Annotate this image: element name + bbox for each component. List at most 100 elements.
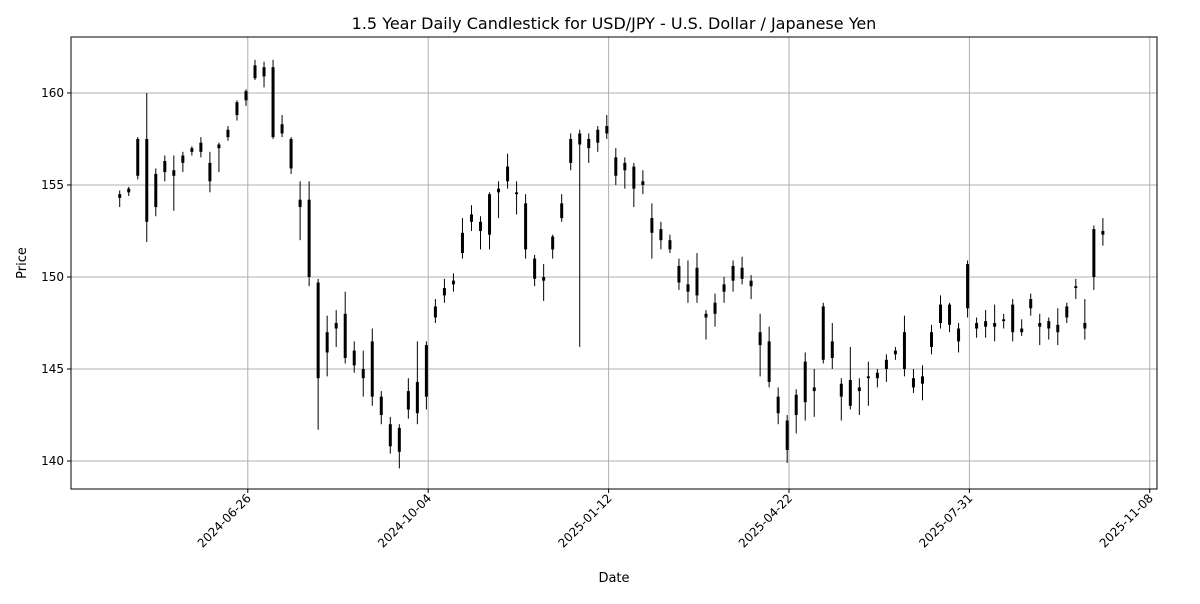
candle-body xyxy=(506,166,510,182)
candle-body xyxy=(1047,321,1051,329)
y-tick-label: 155 xyxy=(41,178,64,192)
candle-body xyxy=(325,332,329,353)
candle xyxy=(497,181,501,219)
candle xyxy=(271,59,275,139)
y-tick-label: 140 xyxy=(41,454,64,468)
candle-body xyxy=(316,282,320,379)
candle-body xyxy=(659,229,663,241)
candle xyxy=(812,369,816,417)
candle xyxy=(920,365,924,401)
candle-body xyxy=(794,394,798,416)
candle xyxy=(262,61,266,88)
candle-body xyxy=(569,138,573,163)
candle-body xyxy=(975,322,979,329)
candle xyxy=(533,254,537,287)
candle xyxy=(740,256,744,285)
candle xyxy=(794,389,798,434)
candle xyxy=(966,260,970,318)
candle xyxy=(1065,302,1069,323)
candle xyxy=(172,155,176,211)
candle-body xyxy=(542,276,546,281)
candle xyxy=(397,424,401,469)
candle-body xyxy=(1092,229,1096,277)
candle-body xyxy=(587,138,591,149)
candle xyxy=(1083,299,1087,340)
candle xyxy=(460,218,464,259)
candle xyxy=(1020,319,1024,336)
candle-body xyxy=(677,265,681,283)
candle xyxy=(848,346,852,410)
candle-body xyxy=(596,129,600,143)
candle-body xyxy=(307,199,311,277)
candle-body xyxy=(821,306,825,360)
candle-body xyxy=(397,427,401,452)
candle-body xyxy=(1029,299,1033,309)
candle xyxy=(361,350,365,397)
candle-body xyxy=(361,369,365,379)
candle xyxy=(551,234,555,259)
candle-body xyxy=(830,341,834,358)
candle xyxy=(984,310,988,338)
candle xyxy=(433,299,437,323)
y-tick-label: 145 xyxy=(41,362,64,376)
candle xyxy=(415,341,419,425)
candle xyxy=(857,378,861,416)
candle-body xyxy=(1083,322,1087,329)
candle-body xyxy=(1074,286,1078,289)
candle xyxy=(686,260,690,303)
candle xyxy=(506,153,510,189)
candle xyxy=(605,115,609,139)
candle xyxy=(253,59,257,81)
candle-body xyxy=(406,391,410,410)
candle-body xyxy=(930,332,934,347)
candle xyxy=(695,253,699,303)
candle-body xyxy=(614,157,618,176)
candle xyxy=(451,273,455,292)
candle xyxy=(127,186,131,197)
candle xyxy=(560,194,564,222)
candle xyxy=(785,415,789,463)
candle-body xyxy=(244,91,248,101)
candle xyxy=(578,129,582,347)
candle-body xyxy=(497,188,501,193)
candle-body xyxy=(632,166,636,189)
candle-body xyxy=(469,214,473,222)
candle-body xyxy=(488,194,492,235)
candle xyxy=(524,194,528,259)
candle-body xyxy=(884,359,888,370)
candle-body xyxy=(379,396,383,416)
candle-body xyxy=(722,284,726,292)
candle xyxy=(1056,308,1060,346)
candle xyxy=(957,322,961,353)
candle xyxy=(542,264,546,301)
candle-body xyxy=(704,313,708,318)
candle-body xyxy=(460,232,464,254)
candle-body xyxy=(298,199,302,208)
candle xyxy=(713,293,717,327)
candle-body xyxy=(939,304,943,323)
candle-body xyxy=(749,280,753,287)
candle-body xyxy=(957,328,961,342)
candle xyxy=(488,192,492,250)
candle xyxy=(722,276,726,303)
candle xyxy=(343,291,347,364)
candle-body xyxy=(1011,304,1015,333)
candle xyxy=(208,151,212,193)
candle xyxy=(704,310,708,340)
candle-body xyxy=(181,155,185,163)
candle-body xyxy=(370,341,374,397)
candle xyxy=(298,181,302,241)
candle-body xyxy=(902,332,906,370)
candle xyxy=(993,304,997,342)
candle xyxy=(163,155,167,182)
candle xyxy=(199,137,203,158)
candle-body xyxy=(451,280,455,285)
candle xyxy=(181,151,185,173)
candle-body xyxy=(524,203,528,250)
candle xyxy=(866,361,870,406)
candle xyxy=(830,322,834,370)
candle-body xyxy=(271,67,275,138)
candle xyxy=(307,181,311,287)
